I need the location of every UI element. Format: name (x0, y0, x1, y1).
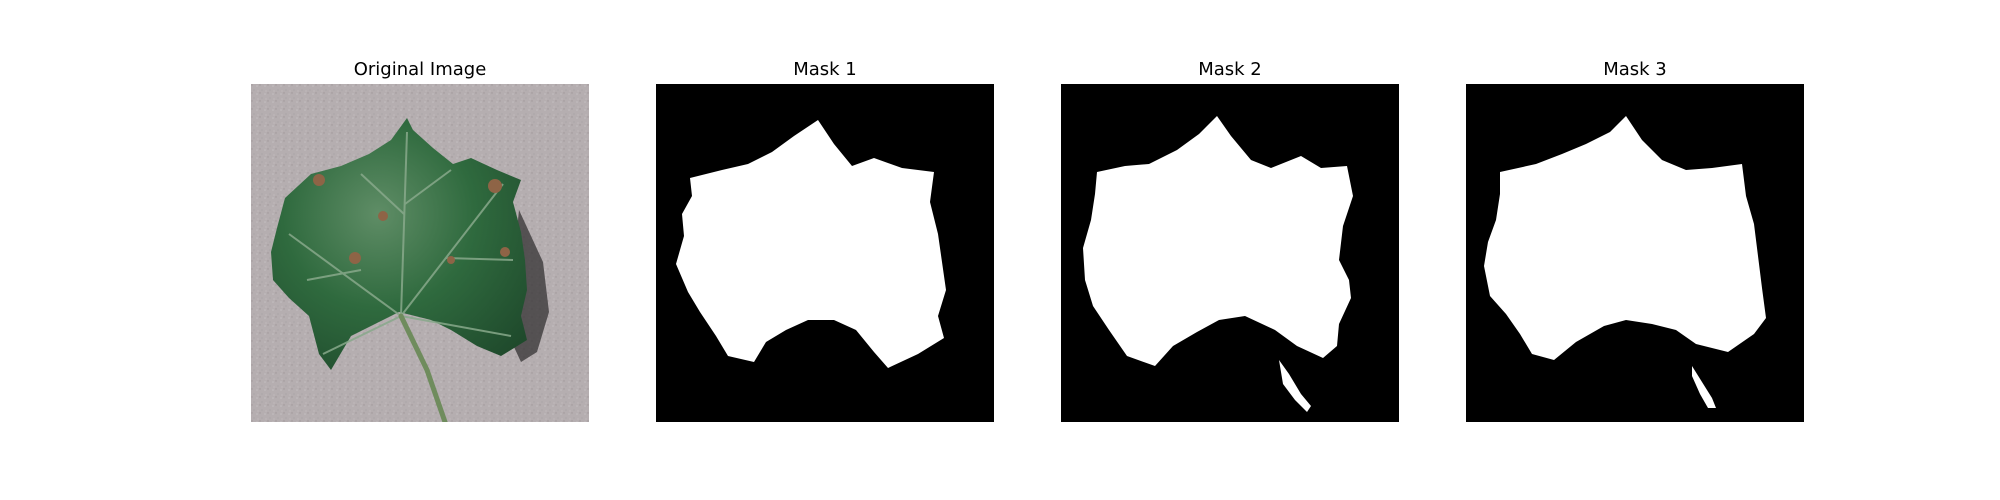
mask-2-svg (1061, 84, 1399, 422)
mask-2-leaf-region (1083, 116, 1353, 366)
panel-title: Original Image (353, 59, 487, 80)
leaf-blade (271, 118, 527, 370)
mask-1-image (656, 84, 994, 422)
mask-3-stem-fragment (1692, 366, 1716, 408)
mask-3-panel: Mask 3 (1466, 56, 1804, 426)
mask-1-leaf-region (676, 120, 946, 368)
leaf-veins (288, 131, 514, 355)
mask-3-image (1466, 84, 1804, 422)
mask-2-panel: Mask 2 (1061, 56, 1399, 426)
mask-1-svg (656, 84, 994, 422)
mask-2-stem-fragment (1279, 360, 1311, 412)
leaf-photo-svg (251, 84, 589, 422)
mask-1-panel: Mask 1 (656, 56, 994, 426)
mask-3-leaf-region (1484, 116, 1766, 360)
mask-2-image (1061, 84, 1399, 422)
mask-3-svg (1466, 84, 1804, 422)
leaf-stem (398, 313, 448, 422)
original-leaf-photo (251, 84, 589, 422)
leaf-disease-spots (313, 174, 510, 264)
panel-title: Mask 2 (1198, 59, 1262, 80)
panel-title: Mask 3 (1603, 59, 1667, 80)
panel-title: Mask 1 (793, 59, 857, 80)
original-image-panel: Original Image (251, 56, 589, 426)
